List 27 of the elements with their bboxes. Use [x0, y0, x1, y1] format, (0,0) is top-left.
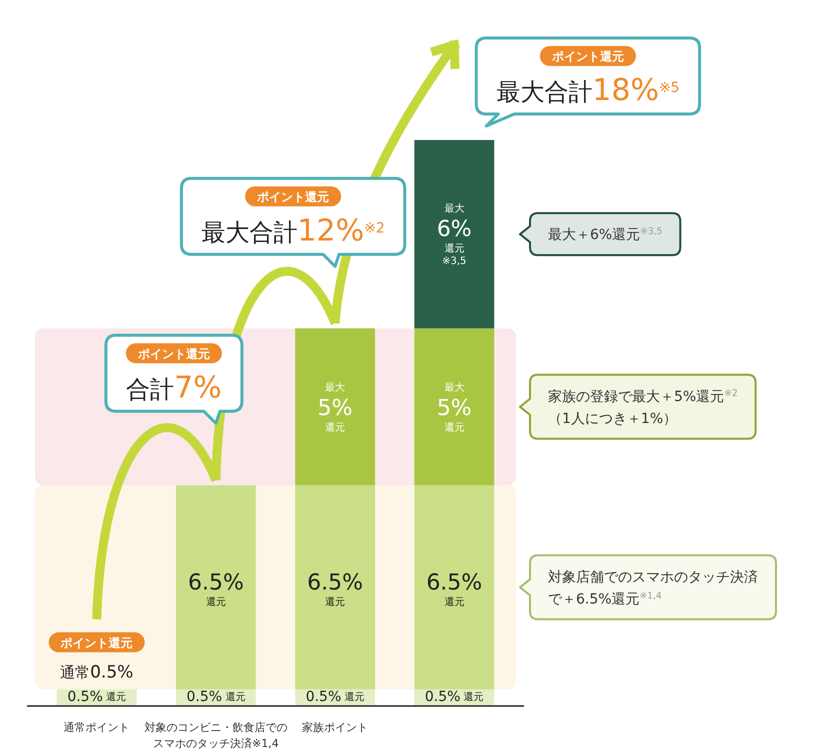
total-label: 最大合計12%$^{※2}$	[201, 213, 385, 248]
total-label: 最大合計18%$^{※5}$	[496, 73, 680, 108]
bar	[414, 328, 494, 486]
data-label: 最大 5% 還元	[318, 382, 353, 434]
text: 家族の登録で最大＋5%還元$^{※2}$（1人につき＋1%）	[548, 388, 738, 427]
annotation: ポイント還元	[60, 636, 133, 650]
annotation: ポイント還元	[256, 190, 330, 204]
data-label: 6.5% 還元	[188, 570, 244, 608]
x-tick-label: 家族ポイント	[302, 721, 368, 734]
total-label: 通常0.5%	[60, 662, 134, 682]
x-tick-label: 対象のコンビニ・飲食店でのスマホのタッチ決済※1,4	[144, 721, 288, 750]
data-label: 0.5% 還元	[424, 689, 484, 706]
x-tick-label: 通常ポイント	[64, 721, 130, 734]
data-label: 0.5% 還元	[306, 689, 364, 706]
data-label: 6.5% 還元	[426, 570, 482, 608]
data-label: 6.5% 還元	[307, 570, 364, 608]
total-label: 合計7%	[126, 370, 222, 406]
data-label: 最大 6% 還元 ※3,5	[436, 202, 472, 268]
text: ポイント還元	[550, 50, 624, 64]
data-label: 0.5% 還元	[186, 689, 246, 706]
bar	[295, 485, 376, 690]
annotation: ポイント還元	[136, 346, 210, 361]
bar	[414, 485, 494, 690]
text: 最大＋6%還元$^{※3,5}$	[548, 227, 662, 244]
text: 対象店舗でのスマホのタッチ決済で＋6.5%還元$^{※1,4}$	[548, 569, 758, 608]
data-label: 最大 5% 還元	[436, 382, 472, 434]
data-label: 0.5% 還元	[67, 689, 126, 706]
